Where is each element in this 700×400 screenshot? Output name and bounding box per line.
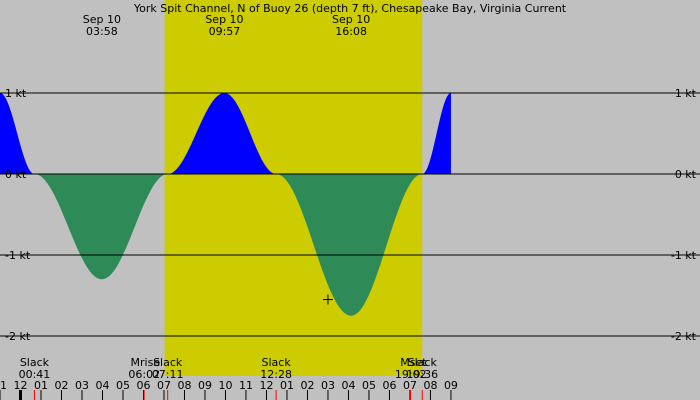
hour-tick-label: 05 xyxy=(362,379,376,392)
slack-time-label: 00:41 xyxy=(19,368,51,381)
ebb-area xyxy=(276,174,423,316)
hour-tick-label: 03 xyxy=(75,379,89,392)
slack-time-label: 19:36 xyxy=(406,368,438,381)
hour-tick-label: 02 xyxy=(54,379,68,392)
hour-tick-label: 11 xyxy=(0,379,7,392)
peak-time-label: 03:58 xyxy=(86,25,118,38)
slack-label: Slack xyxy=(153,356,183,369)
hour-tick-label: 05 xyxy=(116,379,130,392)
hour-tick-label: 03 xyxy=(321,379,335,392)
y-tick-label-left: 0 kt xyxy=(5,168,27,181)
current-area-layer xyxy=(0,93,451,316)
moon-event-time-label: 19:02 xyxy=(395,368,427,381)
peak-date-label: Sep 10 xyxy=(205,13,243,26)
y-tick-label-right: -1 kt xyxy=(671,249,697,262)
slack-label: Slack xyxy=(262,356,292,369)
hour-tick-label: 04 xyxy=(95,379,109,392)
flood-area xyxy=(422,93,451,174)
y-tick-label-left: -2 kt xyxy=(5,330,31,343)
y-gridlines: 1 kt 1 kt 0 kt 0 kt -1 kt -1 kt -2 kt -2 kt xyxy=(0,87,700,343)
hour-tick-label: 01 xyxy=(280,379,294,392)
cursor-marker xyxy=(322,294,333,305)
peak-date-label: Sep 10 xyxy=(83,13,121,26)
ebb-area xyxy=(34,174,168,280)
y-tick-label-right: -2 kt xyxy=(671,330,697,343)
flood-area xyxy=(0,93,35,174)
y-tick-label-left: 1 kt xyxy=(5,87,27,100)
hour-tick-label: 01 xyxy=(34,379,48,392)
hour-tick-label: 02 xyxy=(300,379,314,392)
moon-event-label: Mset xyxy=(400,356,427,369)
hour-tick-label: 12 xyxy=(13,379,27,392)
hour-tick-label: 10 xyxy=(218,379,232,392)
hour-tick-label: 07 xyxy=(157,379,171,392)
hour-tick-label: 09 xyxy=(444,379,458,392)
moon-event-time-label: 06:02 xyxy=(128,368,160,381)
hour-tick-label: 09 xyxy=(198,379,212,392)
hour-tick-label: 12 xyxy=(259,379,273,392)
slack-label: Slack xyxy=(20,356,50,369)
hour-tick-label: 11 xyxy=(239,379,253,392)
hour-tick-label: 04 xyxy=(341,379,355,392)
chart-title: York Spit Channel, N of Buoy 26 (depth 7… xyxy=(133,2,567,15)
peak-time-label: 09:57 xyxy=(209,25,241,38)
slack-time-label: 07:11 xyxy=(152,368,184,381)
y-tick-label-right: 1 kt xyxy=(675,87,697,100)
hour-axis: 11 12 01 02 03 04 05 06 07 08 09 10 11 12 01 02 03 04 05 06… xyxy=(0,379,458,400)
hour-tick-label: 08 xyxy=(423,379,437,392)
slack-time-label: 12:28 xyxy=(260,368,292,381)
peak-date-label: Sep 10 xyxy=(332,13,370,26)
hour-tick-label: 07 xyxy=(403,379,417,392)
hour-tick-label: 08 xyxy=(177,379,191,392)
event-labels: Slack00:41Slack07:11Slack12:28Slack19:36… xyxy=(19,356,439,381)
y-tick-label-left: -1 kt xyxy=(5,249,31,262)
moon-event-label: Mrise xyxy=(131,356,161,369)
hour-tick-label: 06 xyxy=(136,379,150,392)
hour-tick-label: 06 xyxy=(382,379,396,392)
flood-area xyxy=(167,93,277,174)
peak-time-label: 16:08 xyxy=(335,25,367,38)
y-tick-label-right: 0 kt xyxy=(675,168,697,181)
slack-label: Slack xyxy=(408,356,438,369)
